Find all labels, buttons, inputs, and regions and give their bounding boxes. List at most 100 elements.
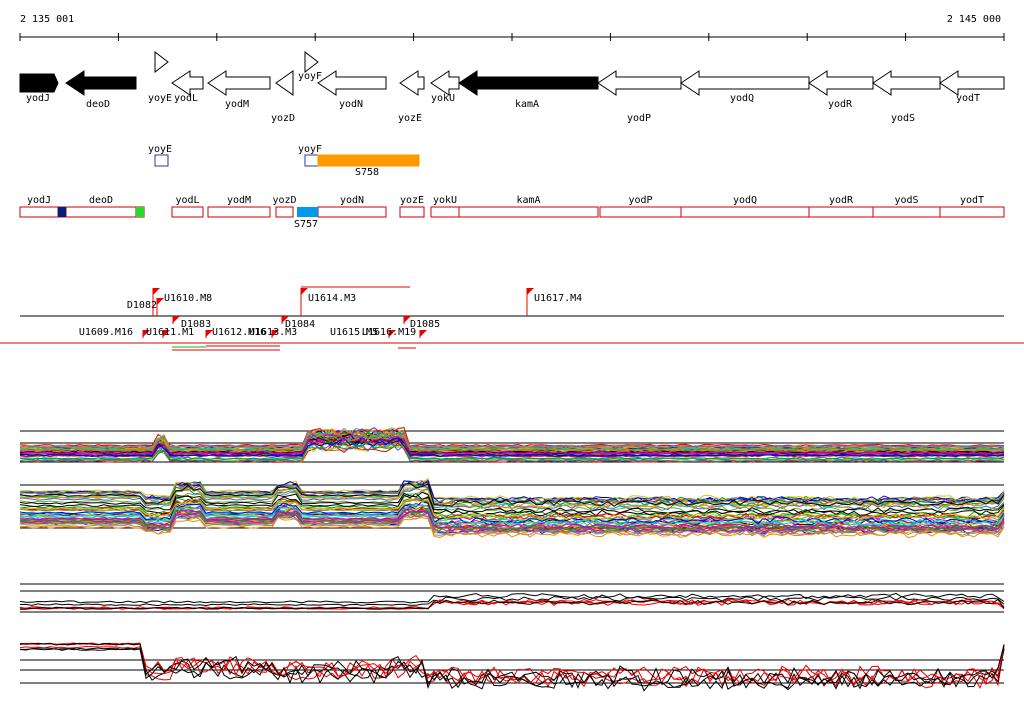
marker-flag xyxy=(153,288,160,295)
marker-flag xyxy=(206,330,213,337)
ruler-start: 2 135 001 xyxy=(20,14,74,25)
segment-label: kamA xyxy=(516,195,540,206)
profile-line xyxy=(19,441,1005,461)
gene-arrow xyxy=(939,70,1005,96)
profile-line xyxy=(19,479,1005,504)
marker-flag xyxy=(272,330,279,337)
gene-arrow xyxy=(317,70,387,96)
gene-label: yodQ xyxy=(730,93,754,104)
marker-flag xyxy=(163,330,170,337)
gene-arrow xyxy=(808,70,874,96)
gene-label: yokU xyxy=(431,93,455,104)
segment-label: S757 xyxy=(294,219,318,230)
gene-arrow xyxy=(207,70,271,96)
segment-label: yozD xyxy=(272,195,296,206)
marker-label: D1085 xyxy=(410,319,440,330)
gene-label: deoD xyxy=(86,99,110,110)
segment-label: yodR xyxy=(829,195,854,206)
marker-flag xyxy=(282,316,289,323)
profile-line xyxy=(19,503,1005,527)
segment xyxy=(680,206,810,218)
profile-line xyxy=(19,442,1004,463)
marker-label: U1613.M3 xyxy=(249,327,297,338)
gene-label: yozD xyxy=(271,113,295,124)
segment xyxy=(399,206,425,218)
profile-line xyxy=(19,592,1005,604)
segment-mark xyxy=(297,207,318,217)
marker-label: U1614.M3 xyxy=(308,293,356,304)
profile-line xyxy=(19,504,1005,527)
profile-line xyxy=(20,598,1005,610)
profile-line xyxy=(20,430,1005,452)
profile-line xyxy=(19,516,1005,539)
gene-arrow xyxy=(597,70,682,96)
profile-line xyxy=(19,642,1005,687)
profile-line xyxy=(19,482,1005,507)
profile-line xyxy=(19,491,1005,514)
profile-line xyxy=(19,492,1005,517)
segment xyxy=(207,206,271,218)
segment-label: yodJ xyxy=(27,195,51,206)
profile-line xyxy=(19,479,1005,504)
segment-label: yodP xyxy=(628,195,652,206)
gene-label: kamA xyxy=(515,99,539,110)
marker-label: D1083 xyxy=(181,319,211,330)
segment-label: yodL xyxy=(175,195,199,206)
profile-line xyxy=(19,642,1005,687)
marker-flag xyxy=(157,298,164,305)
marker-label: U1616.M19 xyxy=(362,327,416,338)
gene-arrow xyxy=(458,70,599,96)
gene-label: yodP xyxy=(627,113,651,124)
profile-line xyxy=(19,599,1005,610)
marker-flag xyxy=(404,316,411,323)
profile-line xyxy=(19,436,1005,457)
marker-label: U1611.M1 xyxy=(146,327,194,338)
marker-flag xyxy=(420,330,427,337)
marker-label: D1082 xyxy=(127,300,157,311)
marker-flag xyxy=(389,330,396,337)
segment-label: yodQ xyxy=(733,195,757,206)
gene-label: yodL xyxy=(174,93,198,104)
segment-label: deoD xyxy=(89,195,113,206)
feature-label: yoyF xyxy=(298,144,322,155)
feature-label: S758 xyxy=(355,167,379,178)
segment xyxy=(430,206,460,218)
feature xyxy=(304,154,319,167)
gene-label: yodN xyxy=(339,99,363,110)
gene-label: yodT xyxy=(956,93,980,104)
segment-label: yokU xyxy=(433,195,457,206)
gene-arrow xyxy=(399,70,425,96)
profile-line xyxy=(19,508,1005,533)
gene-label: yoyF xyxy=(298,71,322,82)
gene-arrow xyxy=(154,50,169,74)
segment xyxy=(171,206,204,218)
gene-label: yodR xyxy=(828,99,853,110)
marker-flag xyxy=(143,330,150,337)
gene-label: yodJ xyxy=(26,93,50,104)
marker-flag xyxy=(301,288,308,295)
gene-arrow xyxy=(171,70,204,96)
segment xyxy=(808,206,874,218)
profile-line xyxy=(19,480,1005,504)
gene-label: yodM xyxy=(225,99,249,110)
segment xyxy=(599,206,682,218)
gene-label: yoyE xyxy=(148,93,172,104)
marker-label: U1617.M4 xyxy=(534,293,582,304)
segment-label: yodN xyxy=(340,195,364,206)
segment-label: yodS xyxy=(894,195,918,206)
segment-label: yodM xyxy=(227,195,251,206)
gene-arrow xyxy=(275,70,294,96)
marker-label: U1612.M16 xyxy=(212,327,266,338)
feature-label: yoyE xyxy=(148,144,172,155)
segment xyxy=(872,206,941,218)
profile-line xyxy=(19,487,1005,510)
profile-line xyxy=(19,433,1005,455)
profile-line xyxy=(19,502,1005,526)
profile-line xyxy=(19,431,1005,451)
gene-arrow xyxy=(304,50,319,74)
gene-arrow xyxy=(872,70,941,96)
marker-label: U1609.M16 xyxy=(79,327,133,338)
segment xyxy=(458,206,599,218)
gene-label: yodS xyxy=(891,113,915,124)
